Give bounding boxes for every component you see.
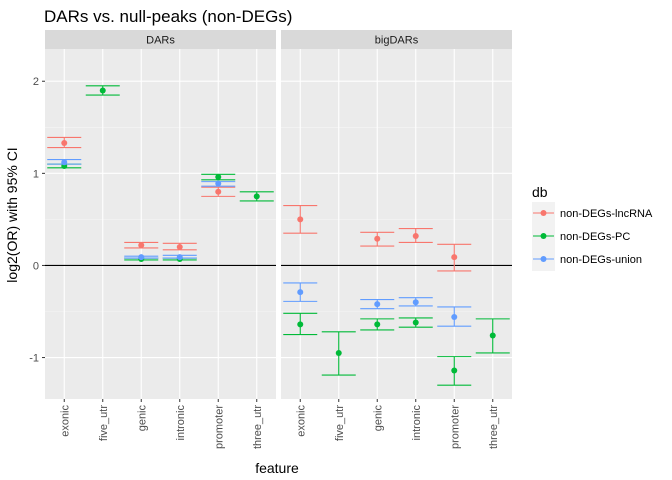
legend-label: non-DEGs-union (560, 254, 642, 266)
strip-label: DARs (146, 35, 175, 47)
data-point (61, 139, 68, 146)
legend-title: db (532, 184, 548, 200)
errorbar-non-DEGs-PC-five_utr (85, 85, 120, 96)
data-point (253, 193, 260, 200)
data-point (412, 299, 419, 306)
errorbar-non-DEGs-lncRNA-exonic (283, 205, 318, 234)
strip-label: bigDARs (375, 35, 419, 47)
legend-items: non-DEGs-lncRNA non-DEGs-PC non-DEGs-union (532, 202, 653, 271)
errorbar-non-DEGs-union-intronic (162, 254, 197, 261)
legend-label: non-DEGs-PC (560, 231, 630, 243)
errorbar-non-DEGs-PC-genic (360, 318, 395, 331)
panel-bigDARs: bigDARs exonic five_utr genic intronic promot… (281, 30, 512, 449)
x-tick-label: exonic (295, 405, 307, 437)
errorbar-non-DEGs-union-promoter (437, 306, 472, 327)
legend-key-point (540, 256, 547, 262)
data-point (297, 321, 304, 328)
x-tick-label: three_utr (488, 405, 500, 449)
data-point (215, 180, 222, 187)
legend-key-point (540, 210, 547, 216)
errorbar-non-DEGs-lncRNA-promoter (437, 243, 472, 272)
errorbar-non-DEGs-lncRNA-intronic (398, 228, 433, 243)
data-point (61, 159, 68, 166)
errorbar-non-DEGs-PC-promoter (437, 356, 472, 386)
x-tick-label: promoter (213, 405, 225, 449)
errorbar-non-DEGs-union-intronic (398, 297, 433, 307)
x-tick-label: five_utr (98, 405, 110, 441)
data-point (489, 332, 496, 339)
legend: db non-DEGs-lncRNA non-DEGs-PC non-DEGs-un… (532, 184, 653, 271)
data-point (335, 349, 342, 356)
x-tick-label: promoter (449, 405, 461, 449)
data-point (374, 301, 381, 308)
x-tick-label: genic (372, 405, 384, 432)
data-point (451, 367, 458, 374)
errorbar-non-DEGs-PC-intronic (398, 317, 433, 328)
errorbar-non-DEGs-union-genic (124, 254, 159, 261)
errorbar-non-DEGs-union-genic (360, 298, 395, 310)
data-point (412, 232, 419, 239)
errorbar-non-DEGs-union-exonic (283, 282, 318, 302)
errorbar-non-DEGs-PC-exonic (283, 312, 318, 336)
data-point (451, 314, 458, 321)
data-point (297, 216, 304, 223)
errorbar-non-DEGs-PC-five_utr (321, 331, 356, 376)
errorbar-non-DEGs-union-exonic (47, 158, 82, 166)
data-point (374, 235, 381, 242)
x-tick-label: genic (136, 405, 148, 432)
data-point (138, 242, 145, 249)
data-point (138, 254, 145, 261)
data-point (176, 254, 183, 261)
y-tick-label: 2 (33, 76, 39, 88)
legend-item-non-DEGs-lncRNA: non-DEGs-lncRNA (532, 202, 653, 225)
legend-item-non-DEGs-union: non-DEGs-union (532, 248, 642, 271)
errorbar-non-DEGs-PC-three_utr (239, 191, 274, 202)
legend-label: non-DEGs-lncRNA (560, 208, 653, 220)
errorbar-non-DEGs-lncRNA-intronic (162, 242, 197, 251)
errorbar-non-DEGs-lncRNA-genic (124, 241, 159, 249)
errorbar-non-DEGs-lncRNA-exonic (47, 136, 82, 149)
data-point (99, 87, 106, 94)
y-tick-label: -1 (29, 353, 39, 365)
data-point (215, 188, 222, 195)
data-point (374, 321, 381, 328)
x-tick-label: three_utr (252, 405, 264, 449)
legend-key-point (540, 233, 547, 239)
errorbar-non-DEGs-union-promoter (201, 180, 236, 187)
strip-background (281, 30, 512, 49)
facet-panels: DARs exonic five_utr genic intronic promoter t… (29, 30, 512, 449)
x-tick-label: five_utr (334, 405, 346, 441)
data-point (451, 254, 458, 261)
strip-background (45, 30, 276, 49)
panel-DARs: DARs exonic five_utr genic intronic promoter t… (29, 30, 276, 449)
y-tick-label: 1 (33, 168, 39, 180)
errorbar-non-DEGs-lncRNA-promoter (201, 186, 236, 197)
data-point (215, 174, 222, 181)
y-tick-label: 0 (33, 260, 39, 272)
data-point (176, 244, 183, 251)
y-axis-title: log2(OR) with 95% CI (4, 147, 20, 282)
errorbar-non-DEGs-PC-promoter (201, 173, 236, 181)
data-point (297, 289, 304, 296)
x-tick-label: intronic (175, 405, 187, 441)
legend-item-non-DEGs-PC: non-DEGs-PC (532, 225, 630, 248)
panel-background (281, 49, 512, 399)
data-point (412, 319, 419, 326)
x-axis-title: feature (255, 460, 299, 476)
chart-title: DARs vs. null-peaks (non-DEGs) (44, 7, 292, 26)
x-tick-label: exonic (59, 405, 71, 437)
panel-background (45, 49, 276, 399)
errorbar-non-DEGs-PC-three_utr (475, 318, 510, 354)
x-tick-label: intronic (411, 405, 423, 441)
errorbar-non-DEGs-lncRNA-genic (360, 231, 395, 247)
